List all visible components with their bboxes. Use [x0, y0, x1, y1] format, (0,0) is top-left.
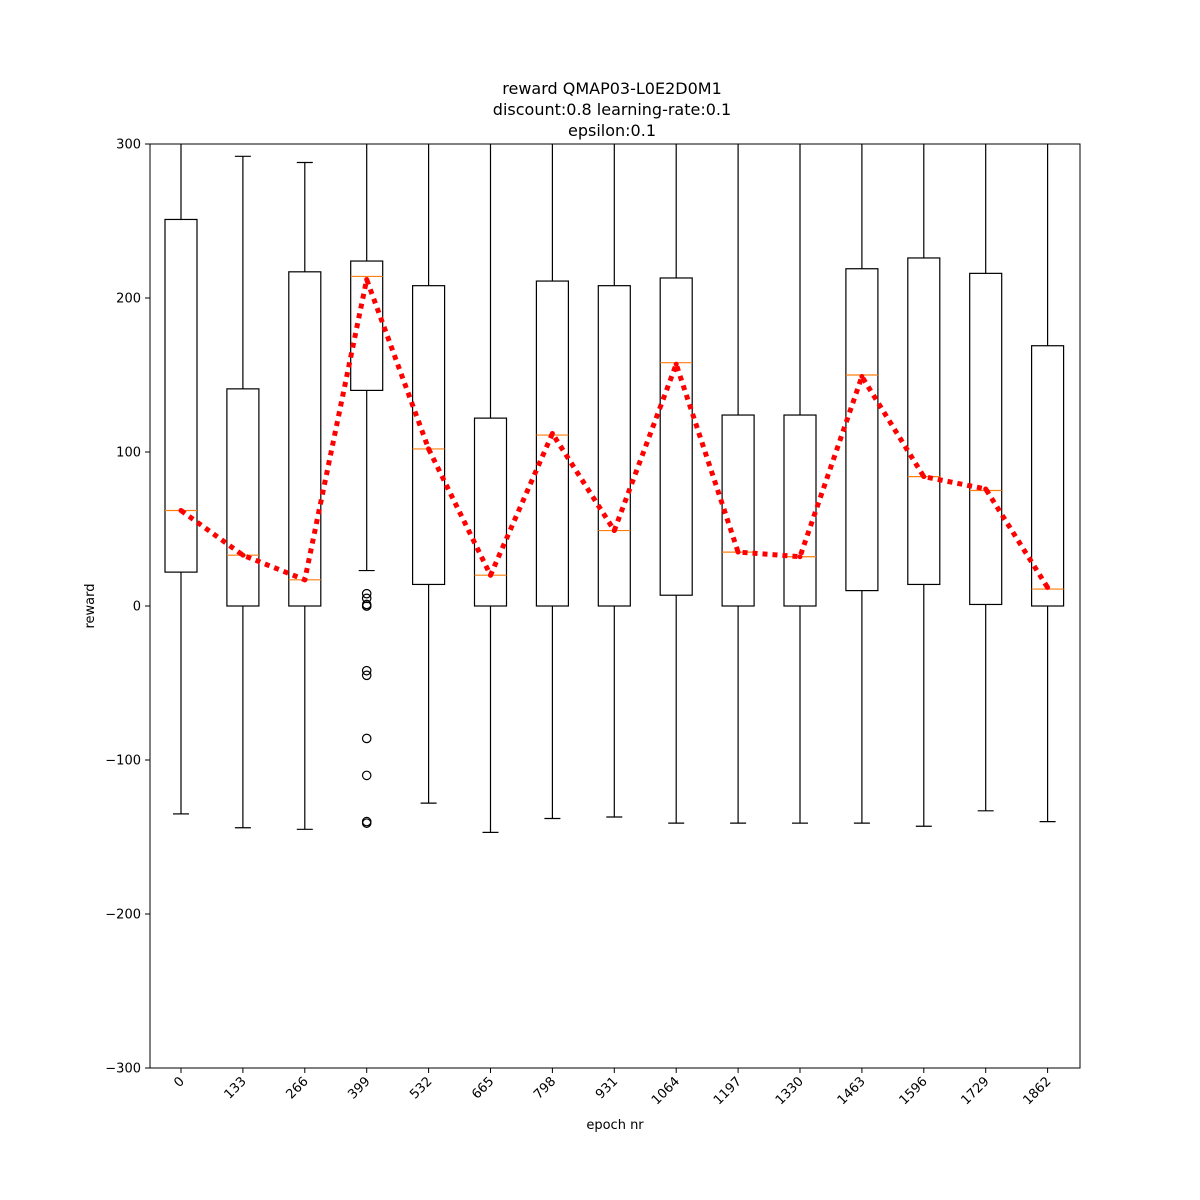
chart-title-line-2: discount:0.8 learning-rate:0.1	[493, 100, 731, 119]
mean-point	[611, 528, 617, 534]
outlier-point	[361, 818, 372, 828]
outlier-point	[361, 670, 372, 681]
box-iqr	[597, 285, 631, 607]
y-tick-label: 0	[133, 600, 141, 615]
outlier-point	[361, 733, 372, 744]
x-tick-label: 1463	[835, 1074, 869, 1108]
mean-point	[426, 446, 432, 452]
chart-title-line-3: epsilon:0.1	[568, 121, 656, 140]
box-iqr	[164, 218, 198, 573]
mean-point	[735, 549, 741, 555]
mean-point	[488, 572, 493, 578]
x-tick-label: 1596	[897, 1074, 931, 1108]
mean-point	[549, 431, 555, 437]
outlier-point	[361, 588, 372, 599]
box-iqr	[350, 260, 384, 392]
plot-area: −300 −200 −100 0 100 200 300 0 133 266 399 532 665 79…	[105, 138, 1081, 1108]
outlier-point	[361, 770, 372, 781]
x-tick-label: 399	[345, 1074, 373, 1102]
mean-point	[364, 277, 370, 283]
mean-point	[983, 486, 989, 492]
x-tick-label: 1330	[773, 1074, 807, 1108]
x-tick-label: 133	[222, 1074, 250, 1102]
x-axis-label: epoch nr	[586, 1118, 644, 1133]
x-tick-label: 665	[469, 1074, 497, 1102]
outlier-point	[361, 593, 372, 604]
y-tick-label: −100	[105, 754, 141, 769]
mean-point	[1045, 585, 1051, 591]
mean-dotted-line	[179, 277, 1050, 589]
outlier-point	[361, 601, 372, 611]
box-iqr	[288, 271, 322, 607]
box-iqr	[845, 268, 879, 592]
x-tick-label: 532	[407, 1074, 435, 1102]
mean-point	[673, 361, 679, 367]
box-iqr	[969, 272, 1003, 606]
box-iqr	[535, 280, 570, 607]
x-tick-label: 1862	[1020, 1074, 1054, 1108]
x-tick-label: 1729	[959, 1074, 993, 1108]
box-iqr	[1030, 345, 1065, 607]
mean-point	[302, 577, 308, 583]
mean-point	[859, 374, 865, 380]
y-tick-label: 100	[116, 446, 141, 461]
mean-point	[178, 508, 184, 514]
chart-title: reward QMAP03-L0E2D0M1 discount:0.8 lear…	[493, 79, 731, 140]
box-iqr	[783, 414, 817, 607]
box-iqr	[412, 285, 446, 586]
mean-point	[240, 552, 246, 558]
box-iqr	[473, 417, 508, 607]
box-iqr	[907, 257, 941, 586]
box-iqr	[659, 277, 693, 596]
y-tick-label: 200	[116, 292, 141, 307]
y-tick-label: −300	[105, 1062, 141, 1077]
mean-point	[797, 554, 803, 560]
outlier-point	[361, 665, 372, 676]
x-tick-label: 798	[531, 1074, 559, 1102]
x-tick-label: 266	[283, 1074, 311, 1102]
x-tick-label: 1064	[649, 1074, 683, 1108]
mean-point	[921, 474, 927, 480]
chart-title-line-1: reward QMAP03-L0E2D0M1	[502, 79, 722, 98]
x-tick-label: 931	[593, 1074, 621, 1102]
y-axis-label: reward	[83, 583, 98, 628]
y-tick-label: −200	[105, 908, 141, 923]
box-iqr	[226, 388, 260, 607]
x-tick-label: 1197	[711, 1074, 745, 1108]
y-tick-label: 300	[116, 138, 141, 153]
x-tick-label: 0	[171, 1074, 187, 1090]
